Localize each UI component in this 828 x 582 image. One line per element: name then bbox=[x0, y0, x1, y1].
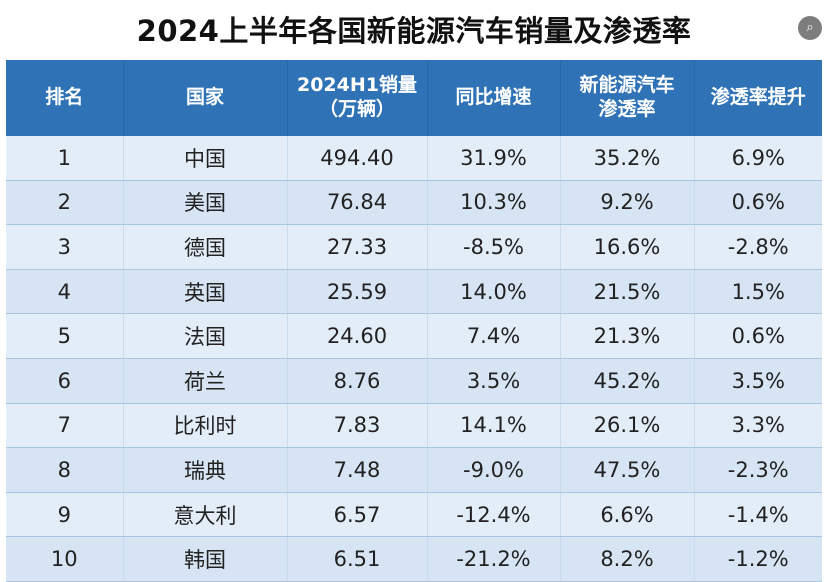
table-header-row: 排名 国家 2024H1销量 （万辆） 同比增速 新能源汽车 渗透率 渗透率提升 bbox=[6, 60, 822, 136]
header-sales: 2024H1销量 （万辆） bbox=[287, 60, 428, 136]
cell-country: 比利时 bbox=[123, 403, 288, 449]
page-title: 2024上半年各国新能源汽车销量及渗透率 bbox=[136, 14, 692, 48]
header-pen-increase: 渗透率提升 bbox=[694, 60, 822, 136]
table-row: 5 法国 24.60 7.4% 21.3% 0.6% bbox=[6, 313, 822, 359]
cell-sales: 24.60 bbox=[287, 313, 428, 359]
header-pen-line1: 新能源汽车 bbox=[579, 74, 675, 97]
cell-country: 韩国 bbox=[123, 536, 288, 582]
cell-increase: -2.8% bbox=[694, 224, 822, 270]
cell-penetration: 35.2% bbox=[560, 136, 695, 181]
cell-increase: 0.6% bbox=[694, 313, 822, 359]
cell-penetration: 47.5% bbox=[560, 447, 695, 493]
cell-rank: 5 bbox=[6, 313, 124, 359]
cell-penetration: 21.5% bbox=[560, 269, 695, 315]
header-penetration: 新能源汽车 渗透率 bbox=[560, 60, 695, 136]
cell-increase: -2.3% bbox=[694, 447, 822, 493]
cell-country: 中国 bbox=[123, 136, 288, 181]
table-row: 6 荷兰 8.76 3.5% 45.2% 3.5% bbox=[6, 358, 822, 404]
table-row: 3 德国 27.33 -8.5% 16.6% -2.8% bbox=[6, 224, 822, 270]
table-row: 10 韩国 6.51 -21.2% 8.2% -1.2% bbox=[6, 536, 822, 582]
cell-increase: 0.6% bbox=[694, 180, 822, 226]
cell-penetration: 45.2% bbox=[560, 358, 695, 404]
cell-penetration: 9.2% bbox=[560, 180, 695, 226]
cell-sales: 25.59 bbox=[287, 269, 428, 315]
cell-penetration: 8.2% bbox=[560, 536, 695, 582]
cell-penetration: 26.1% bbox=[560, 403, 695, 449]
cell-growth: 14.1% bbox=[427, 403, 561, 449]
cell-growth: 31.9% bbox=[427, 136, 561, 181]
cell-increase: 3.5% bbox=[694, 358, 822, 404]
header-country: 国家 bbox=[123, 60, 288, 136]
table-row: 2 美国 76.84 10.3% 9.2% 0.6% bbox=[6, 180, 822, 226]
cell-rank: 9 bbox=[6, 492, 124, 538]
cell-rank: 6 bbox=[6, 358, 124, 404]
cell-rank: 8 bbox=[6, 447, 124, 493]
cell-sales: 27.33 bbox=[287, 224, 428, 270]
cell-country: 法国 bbox=[123, 313, 288, 359]
cell-increase: 1.5% bbox=[694, 269, 822, 315]
cell-sales: 6.51 bbox=[287, 536, 428, 582]
table-row: 8 瑞典 7.48 -9.0% 47.5% -2.3% bbox=[6, 447, 822, 493]
sales-table: 排名 国家 2024H1销量 （万辆） 同比增速 新能源汽车 渗透率 渗透率提升… bbox=[6, 60, 822, 582]
cell-increase: 6.9% bbox=[694, 136, 822, 181]
cell-penetration: 21.3% bbox=[560, 313, 695, 359]
cell-growth: 3.5% bbox=[427, 358, 561, 404]
cell-rank: 10 bbox=[6, 536, 124, 582]
cell-penetration: 16.6% bbox=[560, 224, 695, 270]
cell-sales: 8.76 bbox=[287, 358, 428, 404]
cell-sales: 76.84 bbox=[287, 180, 428, 226]
cell-country: 美国 bbox=[123, 180, 288, 226]
cell-growth: 10.3% bbox=[427, 180, 561, 226]
cell-sales: 494.40 bbox=[287, 136, 428, 181]
header-pen-line2: 渗透率 bbox=[598, 98, 656, 120]
cell-rank: 1 bbox=[6, 136, 124, 181]
header-sales-line1: 2024H1销量 bbox=[296, 74, 417, 97]
header-sales-line2: （万辆） bbox=[318, 98, 395, 120]
header-growth: 同比增速 bbox=[427, 60, 561, 136]
cell-sales: 7.48 bbox=[287, 447, 428, 493]
lens-search-icon[interactable]: ⌕ bbox=[798, 16, 822, 40]
cell-penetration: 6.6% bbox=[560, 492, 695, 538]
cell-increase: -1.2% bbox=[694, 536, 822, 582]
cell-growth: -21.2% bbox=[427, 536, 561, 582]
cell-sales: 7.83 bbox=[287, 403, 428, 449]
cell-country: 英国 bbox=[123, 269, 288, 315]
cell-rank: 7 bbox=[6, 403, 124, 449]
cell-country: 意大利 bbox=[123, 492, 288, 538]
cell-rank: 2 bbox=[6, 180, 124, 226]
cell-growth: -12.4% bbox=[427, 492, 561, 538]
table-row: 9 意大利 6.57 -12.4% 6.6% -1.4% bbox=[6, 492, 822, 538]
table-row: 1 中国 494.40 31.9% 35.2% 6.9% bbox=[6, 136, 822, 181]
cell-country: 荷兰 bbox=[123, 358, 288, 404]
cell-increase: 3.3% bbox=[694, 403, 822, 449]
cell-rank: 3 bbox=[6, 224, 124, 270]
cell-growth: -8.5% bbox=[427, 224, 561, 270]
cell-growth: 7.4% bbox=[427, 313, 561, 359]
header-rank: 排名 bbox=[6, 60, 124, 136]
cell-sales: 6.57 bbox=[287, 492, 428, 538]
cell-growth: -9.0% bbox=[427, 447, 561, 493]
table-row: 4 英国 25.59 14.0% 21.5% 1.5% bbox=[6, 269, 822, 315]
table-row: 7 比利时 7.83 14.1% 26.1% 3.3% bbox=[6, 403, 822, 449]
cell-increase: -1.4% bbox=[694, 492, 822, 538]
cell-rank: 4 bbox=[6, 269, 124, 315]
cell-growth: 14.0% bbox=[427, 269, 561, 315]
cell-country: 德国 bbox=[123, 224, 288, 270]
cell-country: 瑞典 bbox=[123, 447, 288, 493]
